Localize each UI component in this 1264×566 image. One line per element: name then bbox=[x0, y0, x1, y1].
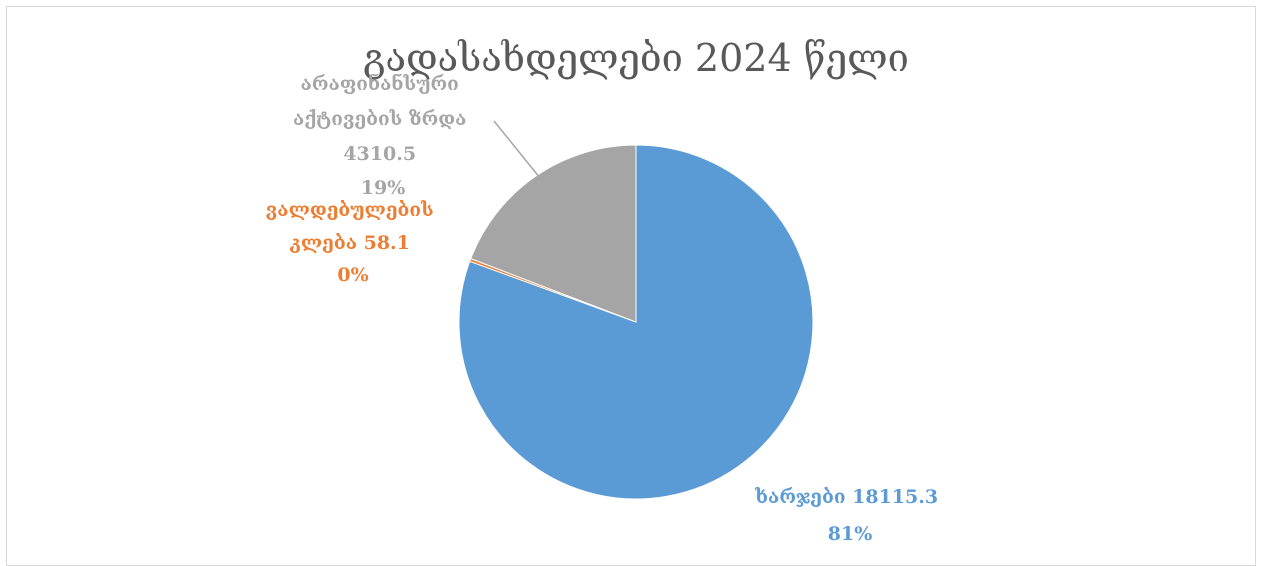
data-label-liabilities: ვალდებულების კლება 58.1 0% bbox=[266, 199, 441, 286]
label-leader-line bbox=[493, 120, 541, 179]
pie-slice-nonfinancial-assets bbox=[470, 144, 637, 323]
pie-slices bbox=[458, 144, 814, 500]
data-label-nonfinancial-assets-line-4: 19% bbox=[361, 177, 406, 199]
data-label-expenses-line-1: ხარჯები 18115.3 bbox=[754, 486, 938, 508]
data-label-nonfinancial-assets: არაფინანსური აქტივების ზრდა 4310.5 19% bbox=[293, 72, 473, 199]
data-label-nonfinancial-assets-line-2: აქტივების ზრდა bbox=[293, 108, 466, 130]
data-label-nonfinancial-assets-line-3: 4310.5 bbox=[343, 143, 416, 165]
data-label-liabilities-line-2: კლება 58.1 bbox=[289, 232, 409, 254]
data-label-expenses: ხარჯები 18115.3 81% bbox=[754, 486, 944, 545]
data-label-nonfinancial-assets-line-1: არაფინანსური bbox=[301, 72, 459, 95]
data-label-expenses-line-2: 81% bbox=[828, 523, 873, 545]
data-label-liabilities-line-3: 0% bbox=[337, 264, 368, 286]
chart-title: გადასახდელები 2024 წელი bbox=[363, 36, 909, 80]
data-label-liabilities-line-1: ვალდებულების bbox=[266, 199, 434, 221]
